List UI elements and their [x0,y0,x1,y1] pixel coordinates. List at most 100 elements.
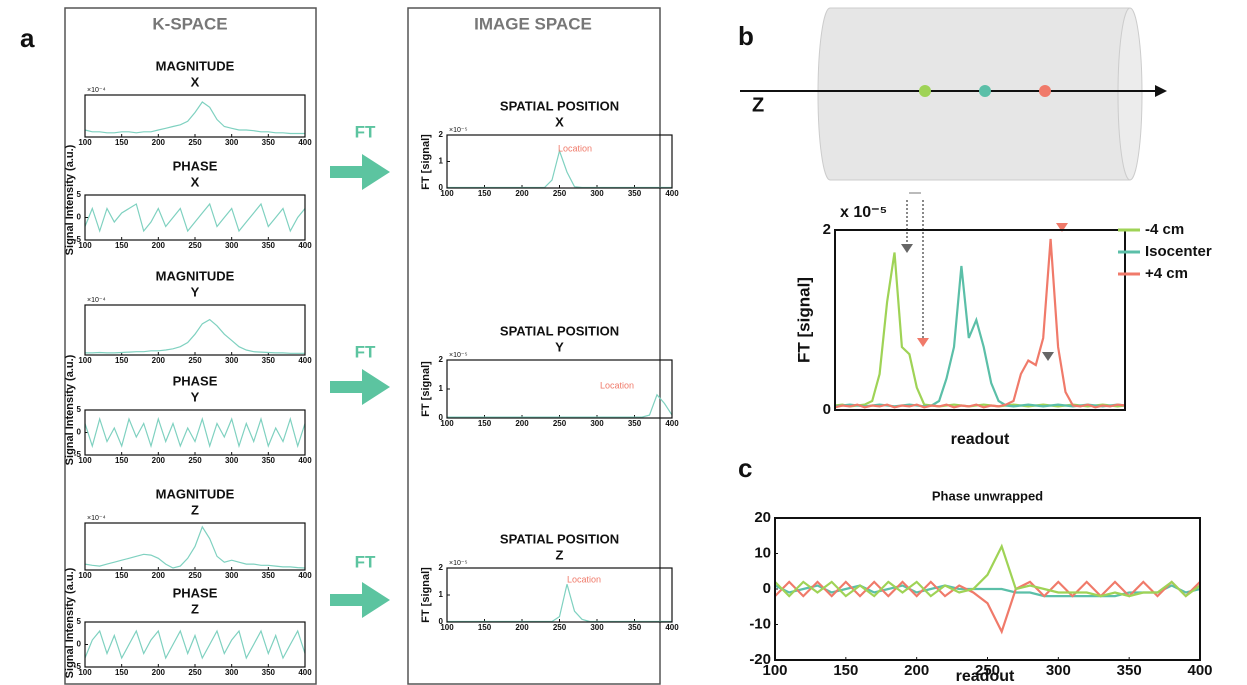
kspace-box [64,7,317,685]
y-axis-label: Signal Intensity (a.u.) [64,567,76,678]
x-tick-label: 300 [225,668,239,677]
x-tick-label: 200 [515,623,529,632]
x-tick-label: 250 [188,138,202,147]
x-tick-label: 100 [440,189,454,198]
x-tick-label: 350 [262,571,276,580]
axis-label: Z [752,94,764,116]
x-tick-label: 250 [188,668,202,677]
x-tick-label: 400 [665,189,679,198]
annotation: Location [567,574,601,584]
x-tick-label: 200 [904,662,929,679]
chart-subtitle: Y [191,284,200,299]
x-tick-label: 250 [188,241,202,250]
plot-frame [84,409,306,456]
y-multiplier: x 10⁻⁵ [840,204,887,221]
data-line [834,265,1126,408]
x-tick-label: 300 [590,623,604,632]
legend-label: -4 cm [1145,221,1184,238]
data-line [84,101,305,135]
y-axis-label: Signal Intensity (a.u.) [64,354,76,465]
y-tick-label: 5 [77,190,82,199]
x-tick-label: 350 [628,189,642,198]
x-tick-label: 100 [78,241,92,250]
plot-frame [774,517,1201,661]
x-tick-label: 200 [152,356,166,365]
x-tick-label: 350 [262,138,276,147]
heading: IMAGE SPACE [474,14,592,33]
x-tick-label: 300 [225,241,239,250]
x-axis-label: readout [951,431,1010,448]
cylinder [740,7,1167,181]
chart-title: SPATIAL POSITION [500,98,619,113]
y-multiplier: ×10⁻⁵ [449,127,468,134]
y-tick-label: 1 [439,384,444,393]
x-tick-label: 200 [152,138,166,147]
data-line [84,629,306,660]
chart-title: PHASE [173,585,218,600]
x-tick-label: 400 [665,623,679,632]
x-tick-label: 250 [188,456,202,465]
x-tick-label: 200 [152,241,166,250]
data-line [834,238,1126,409]
x-tick-label: 400 [298,356,312,365]
x-tick-label: 400 [298,138,312,147]
panel-label: a [20,23,35,53]
x-tick-label: 250 [975,662,1000,679]
data-line [84,202,306,233]
x-tick-label: 100 [78,456,92,465]
annotation: Location [600,380,634,390]
y-tick-label: 1 [439,590,444,599]
chart-subtitle: Z [191,502,199,517]
plot-frame [84,194,306,241]
y-multiplier: ×10⁻⁴ [87,297,106,304]
x-tick-label: 350 [628,623,642,632]
chart-subtitle: Y [555,339,564,354]
legend-label: Isocenter [1145,243,1212,260]
ft-label: FT [355,342,376,361]
y-axis-label: FT [signal] [420,361,432,417]
y-tick-label: 2 [823,221,831,238]
x-axis-label: readout [956,668,1015,685]
y-tick-label: 0 [77,428,82,437]
y-multiplier: ×10⁻⁴ [87,87,106,94]
x-tick-label: 300 [225,138,239,147]
data-line [84,416,306,449]
x-tick-label: 300 [225,456,239,465]
y-tick-label: 0 [439,617,444,626]
data-line [447,393,673,418]
ft-label: FT [355,552,376,571]
ft-label: FT [355,122,376,141]
x-tick-label: 150 [115,241,129,250]
x-tick-label: 100 [762,662,787,679]
plot-frame [84,621,306,668]
y-axis-label: Signal Intensity (a.u.) [64,144,76,255]
chart-title: MAGNITUDE [156,486,235,501]
y-tick-label: 0 [823,401,831,418]
data-line [84,525,306,569]
data-line [447,148,672,189]
chart-subtitle: X [191,174,200,189]
chart-subtitle: X [191,74,200,89]
x-tick-label: 250 [553,623,567,632]
chart-title: SPATIAL POSITION [500,323,619,338]
chart-subtitle: X [555,114,564,129]
y-tick-label: 2 [439,563,444,572]
x-tick-label: 400 [665,419,679,428]
x-tick-label: 400 [298,241,312,250]
x-tick-label: 400 [298,456,312,465]
y-multiplier: ×10⁻⁵ [449,560,468,567]
x-tick-label: 300 [590,419,604,428]
y-tick-label: 5 [77,617,82,626]
x-tick-label: 300 [1046,662,1071,679]
plot-frame [446,567,673,623]
x-tick-label: 200 [152,456,166,465]
plot-frame [84,94,306,138]
y-axis-label: FT [signal] [420,567,432,623]
y-tick-label: -20 [749,651,771,668]
legend-label: +4 cm [1145,265,1188,282]
x-tick-label: 250 [553,189,567,198]
chart-title: Phase unwrapped [932,488,1043,503]
panel-label: b [738,21,754,51]
x-tick-label: 350 [262,241,276,250]
